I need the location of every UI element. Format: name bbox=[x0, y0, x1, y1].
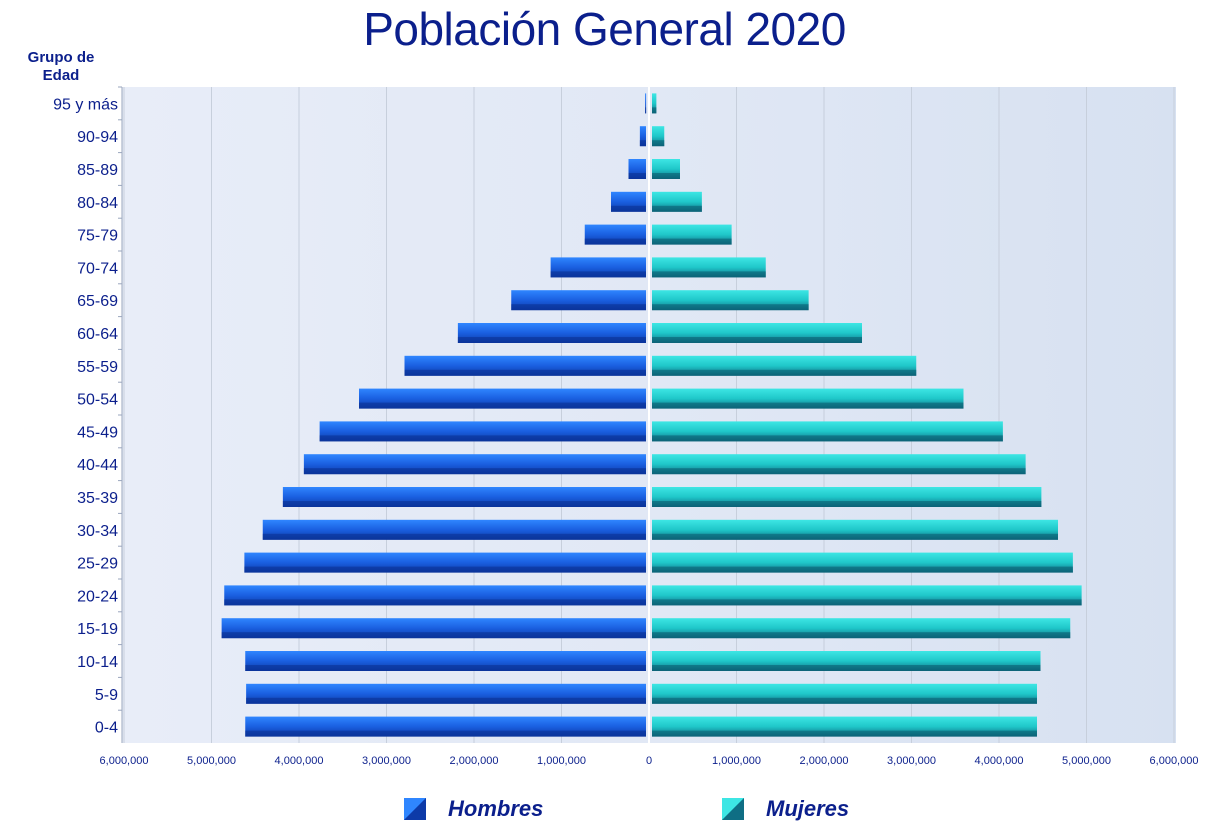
bar-mujeres-90-94 bbox=[652, 126, 665, 147]
bar-mujeres-35-39 bbox=[652, 487, 1042, 507]
x-tick-label: 4,000,000 bbox=[275, 755, 324, 767]
bar-hombres-45-49 bbox=[319, 421, 646, 442]
bar-hombres-20-24 bbox=[224, 585, 646, 606]
bar-hombres-65-69 bbox=[511, 290, 646, 311]
category-label: 85-89 bbox=[77, 162, 118, 179]
bar-mujeres-30-34 bbox=[652, 519, 1058, 540]
x-tick-label: 6,000,000 bbox=[100, 755, 149, 767]
bar-hombres-50-54 bbox=[359, 388, 646, 409]
x-tick-label: 2,000,000 bbox=[800, 755, 849, 767]
legend-mujeres-label: Mujeres bbox=[766, 796, 850, 821]
category-label: 35-39 bbox=[77, 490, 118, 507]
category-label: 70-74 bbox=[77, 260, 118, 277]
bar-hombres-40-44 bbox=[303, 454, 646, 475]
bar-hombres-5-9 bbox=[246, 683, 646, 704]
category-label: 55-59 bbox=[77, 359, 118, 376]
x-tick-label: 4,000,000 bbox=[975, 755, 1024, 767]
x-tick-label: 5,000,000 bbox=[187, 755, 236, 767]
bar-hombres-35-39 bbox=[282, 487, 646, 507]
bar-mujeres-95 y más bbox=[652, 93, 657, 114]
x-tick-label: 0 bbox=[646, 755, 652, 767]
bar-hombres-95 y más bbox=[645, 93, 647, 114]
bar-mujeres-40-44 bbox=[652, 454, 1026, 475]
bar-mujeres-15-19 bbox=[652, 618, 1071, 639]
hombres-swatch-icon bbox=[404, 798, 426, 820]
bar-hombres-0-4 bbox=[245, 716, 646, 737]
legend-mujeres: Mujeres bbox=[722, 794, 849, 824]
bar-hombres-10-14 bbox=[245, 651, 646, 671]
category-label: 10-14 bbox=[77, 654, 118, 671]
category-label: 15-19 bbox=[77, 621, 118, 638]
x-tick-label: 3,000,000 bbox=[362, 755, 411, 767]
category-label: 80-84 bbox=[77, 195, 118, 212]
category-label: 75-79 bbox=[77, 228, 118, 245]
bar-mujeres-5-9 bbox=[652, 683, 1037, 704]
bar-hombres-85-89 bbox=[628, 159, 646, 179]
x-tick-label: 6,000,000 bbox=[1150, 755, 1199, 767]
bar-hombres-25-29 bbox=[244, 552, 646, 573]
bar-hombres-55-59 bbox=[404, 355, 646, 376]
category-label: 65-69 bbox=[77, 293, 118, 310]
bar-mujeres-75-79 bbox=[652, 224, 732, 245]
y-axis-label: Grupo de Edad bbox=[27, 49, 95, 84]
bar-hombres-15-19 bbox=[221, 618, 646, 639]
bar-hombres-80-84 bbox=[611, 191, 646, 212]
x-tick-labels: 6,000,000 5,000,000 4,000,000 3,000,000 2,00… bbox=[100, 755, 1199, 767]
bar-hombres-90-94 bbox=[639, 126, 646, 147]
bar-mujeres-60-64 bbox=[652, 323, 862, 343]
bar-mujeres-25-29 bbox=[652, 552, 1073, 573]
category-label: 60-64 bbox=[77, 326, 118, 343]
x-tick-label: 1,000,000 bbox=[712, 755, 761, 767]
bar-mujeres-80-84 bbox=[652, 191, 702, 212]
category-labels: 0-4 5-9 10-14 15-19 20-24 25-29 30-34 35-39 40-4… bbox=[53, 86, 122, 737]
category-label: 40-44 bbox=[77, 457, 118, 474]
category-label: 30-34 bbox=[77, 523, 118, 540]
bar-mujeres-10-14 bbox=[652, 651, 1041, 671]
category-label: 25-29 bbox=[77, 556, 118, 573]
mujeres-swatch-icon bbox=[722, 798, 744, 820]
x-tick-label: 2,000,000 bbox=[450, 755, 499, 767]
x-tick-label: 1,000,000 bbox=[537, 755, 586, 767]
bar-hombres-70-74 bbox=[550, 257, 646, 278]
chart-title: Población General 2020 bbox=[363, 3, 846, 55]
legend-hombres: Hombres bbox=[404, 794, 543, 824]
bar-mujeres-20-24 bbox=[652, 585, 1082, 606]
bar-hombres-60-64 bbox=[457, 323, 646, 343]
bar-hombres-30-34 bbox=[262, 519, 646, 540]
category-label: 20-24 bbox=[77, 588, 118, 605]
bar-mujeres-0-4 bbox=[652, 716, 1037, 737]
category-label: 90-94 bbox=[77, 129, 118, 146]
category-label: 5-9 bbox=[95, 687, 118, 704]
category-label: 0-4 bbox=[95, 720, 118, 737]
category-label: 95 y más bbox=[53, 96, 118, 113]
bar-mujeres-45-49 bbox=[652, 421, 1003, 442]
bar-mujeres-55-59 bbox=[652, 355, 917, 376]
bar-mujeres-70-74 bbox=[652, 257, 766, 278]
bar-mujeres-50-54 bbox=[652, 388, 964, 409]
category-label: 50-54 bbox=[77, 392, 118, 409]
category-label: 45-49 bbox=[77, 424, 118, 441]
bar-mujeres-85-89 bbox=[652, 159, 680, 179]
bars bbox=[221, 93, 1082, 737]
legend-hombres-label: Hombres bbox=[448, 796, 544, 821]
bar-hombres-75-79 bbox=[584, 224, 646, 245]
bar-mujeres-65-69 bbox=[652, 290, 809, 311]
x-tick-label: 5,000,000 bbox=[1062, 755, 1111, 767]
x-tick-label: 3,000,000 bbox=[887, 755, 936, 767]
